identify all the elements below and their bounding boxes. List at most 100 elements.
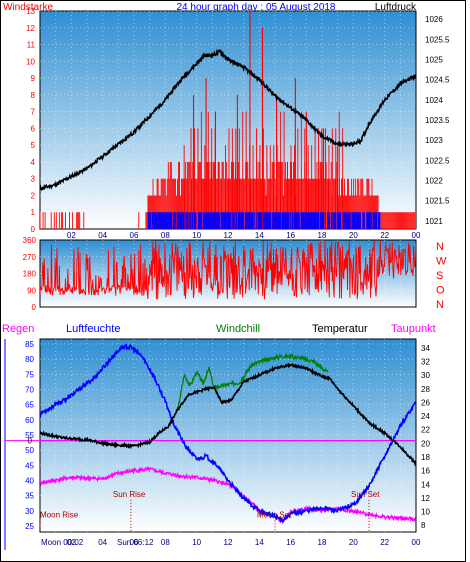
compass-label: N	[436, 299, 444, 311]
panel-temperature-humidity: 0 Moon Rise Sun Rise Moon Set Sun Set 25 30 35 4…	[4, 338, 430, 550]
astro-label: Moon Rise	[40, 510, 79, 519]
hour-tick-label: 10	[192, 231, 201, 240]
wind-axis-tick: 7	[31, 108, 36, 117]
humidity-axis-tick: 25	[25, 522, 34, 531]
hour-tick-label: 16	[286, 538, 295, 547]
hour-tick-label: 00	[412, 231, 421, 240]
pressure-axis-tick: 1023.5	[425, 116, 450, 125]
direction-axis-tick: 180	[23, 270, 37, 279]
temperature-axis-tick: 16	[421, 467, 430, 476]
temperature-axis-tick: 28	[421, 385, 430, 394]
humidity-axis-tick: 75	[25, 370, 34, 379]
pressure-line	[40, 48, 416, 191]
label-regen: Regen	[2, 323, 34, 335]
wind-direction-line	[40, 240, 416, 300]
direction-axis-tick: 90	[27, 286, 36, 295]
humidity-axis-tick: 35	[25, 492, 34, 501]
wind-axis-tick: 0	[31, 225, 36, 234]
pressure-axis-tick: 1022	[425, 177, 443, 186]
label-taupunkt: Taupunkt	[391, 323, 436, 335]
pressure-axis-tick: 1025	[425, 55, 443, 64]
humidity-axis-tick: 55	[25, 431, 34, 440]
pressure-axis-tick: 1024	[425, 96, 443, 105]
hour-tick-label: 04	[98, 231, 107, 240]
humidity-axis-tick: 70	[25, 386, 34, 395]
astro-label: Sun Rise	[113, 490, 146, 499]
wind-axis-tick: 6	[31, 124, 36, 133]
wind-axis-tick: 13	[26, 7, 35, 16]
compass-label: W	[436, 256, 447, 268]
temperature-axis-tick: 22	[421, 426, 430, 435]
panel-wind-pressure: 01234567891011121310211021.510221022.510…	[26, 7, 450, 240]
wind-axis-tick: 12	[26, 24, 35, 33]
humidity-axis-tick: 30	[25, 507, 34, 516]
compass-label: O	[436, 285, 445, 297]
hour-tick-label: 06	[130, 538, 139, 547]
hour-tick-label: 04	[98, 538, 107, 547]
hour-tick-label: 02	[67, 231, 76, 240]
hour-tick-label: 18	[318, 231, 327, 240]
hour-tick-label: 08	[161, 231, 170, 240]
wind-axis-tick: 8	[31, 91, 36, 100]
wind-axis-tick: 2	[31, 191, 36, 200]
humidity-axis-tick: 45	[25, 461, 34, 470]
pressure-axis-tick: 1022.5	[425, 156, 450, 165]
chart-title: 24 hour graph day : 05 August 2018	[176, 2, 335, 13]
wind-axis-tick: 1	[31, 208, 36, 217]
moon-rise-time: Moon 00:02	[41, 538, 84, 547]
humidity-line	[40, 343, 416, 523]
direction-axis-tick: 270	[23, 253, 37, 262]
temperature-line	[40, 362, 416, 467]
pressure-axis-tick: 1021	[425, 217, 443, 226]
temperature-axis-tick: 8	[421, 521, 426, 530]
dewpoint-line	[40, 466, 416, 525]
pressure-axis-tick: 1025.5	[425, 35, 450, 44]
pressure-axis-tick: 1021.5	[425, 197, 450, 206]
wind-axis-tick: 4	[31, 158, 36, 167]
wind-axis-tick: 10	[26, 57, 35, 66]
right-axis-title: Luftdruck	[375, 2, 417, 13]
astro-label: Moon Set	[257, 510, 292, 519]
direction-axis-tick: 360	[23, 236, 37, 245]
pressure-axis-tick: 1026	[425, 15, 443, 24]
hour-tick-label: 06	[130, 231, 139, 240]
hour-tick-label: 20	[349, 231, 358, 240]
wind-axis-tick: 3	[31, 175, 36, 184]
temperature-axis-tick: 34	[421, 344, 430, 353]
temperature-axis-tick: 32	[421, 357, 430, 366]
hour-tick-label: 02	[67, 538, 76, 547]
compass-label: S	[436, 270, 443, 282]
pressure-axis-tick: 1023	[425, 136, 443, 145]
temperature-axis-tick: 26	[421, 398, 430, 407]
temperature-axis-tick: 14	[421, 480, 430, 489]
hour-tick-label: 16	[286, 231, 295, 240]
hour-tick-label: 14	[255, 538, 264, 547]
humidity-axis-tick: 65	[25, 401, 34, 410]
rain-zero-label: 0	[28, 437, 33, 446]
hour-tick-label: 12	[224, 538, 233, 547]
hour-tick-label: 20	[349, 538, 358, 547]
temperature-axis-tick: 24	[421, 412, 430, 421]
hour-tick-label: 22	[380, 231, 389, 240]
hour-tick-label: 18	[318, 538, 327, 547]
humidity-axis-tick: 80	[25, 355, 34, 364]
temperature-axis-tick: 30	[421, 371, 430, 380]
direction-axis-tick: 0	[32, 303, 37, 312]
wind-axis-tick: 5	[31, 141, 36, 150]
panel3-background	[39, 338, 417, 533]
temperature-axis-tick: 20	[421, 439, 430, 448]
astro-label: Sun Set	[351, 490, 380, 499]
temperature-axis-tick: 10	[421, 508, 430, 517]
humidity-axis-tick: 60	[25, 416, 34, 425]
hour-tick-label: 14	[255, 231, 264, 240]
compass-label: N	[436, 241, 444, 253]
humidity-axis-tick: 85	[25, 340, 34, 349]
pressure-axis-tick: 1024.5	[425, 76, 450, 85]
wind-axis-tick: 9	[31, 74, 36, 83]
left-axis-title: Windstarke	[3, 2, 53, 13]
label-temperatur: Temperatur	[312, 323, 368, 335]
label-luftfeuchte: Luftfeuchte	[66, 323, 120, 335]
hour-tick-label: 00	[412, 538, 421, 547]
temperature-axis-tick: 12	[421, 494, 430, 503]
